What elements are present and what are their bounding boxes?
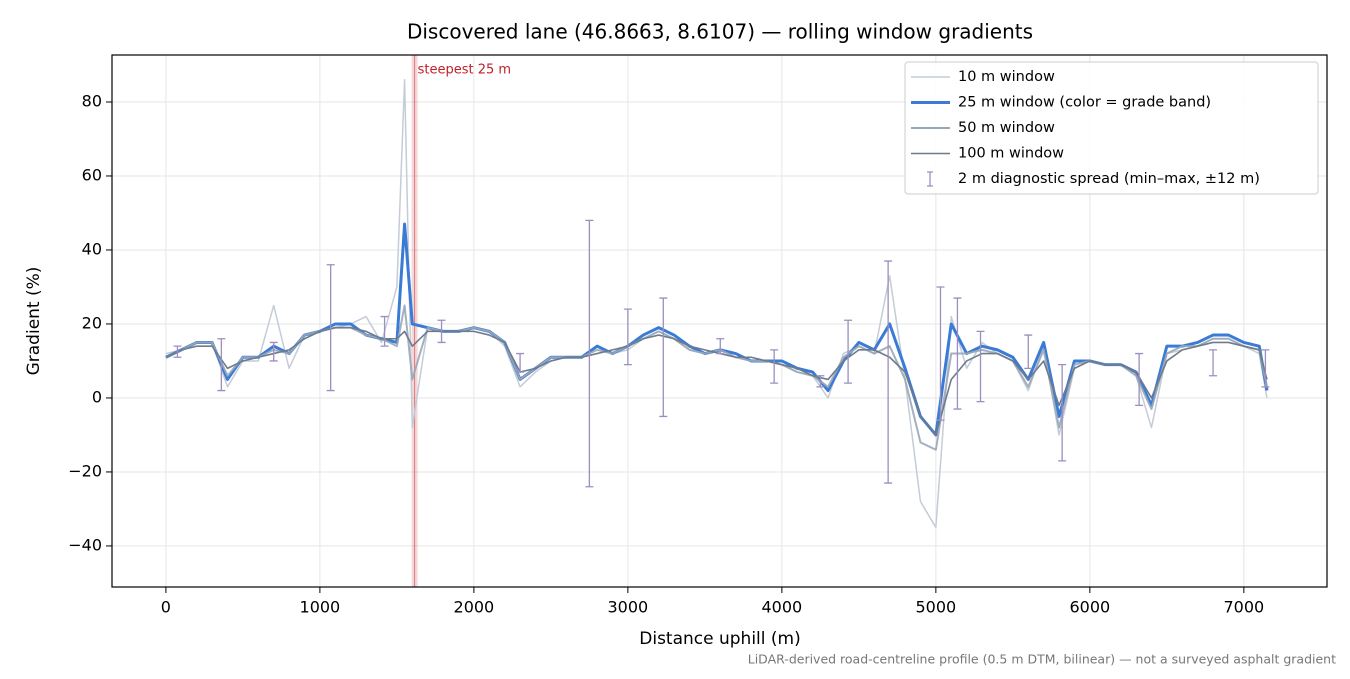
axes: 0 1000 2000 3000 4000 5000 6000 7000 −40 −20 0 20 40… (68, 91, 1264, 616)
plot-frame (111, 54, 1328, 588)
y-tick-label: 60 (82, 165, 102, 184)
error-bar (516, 352, 525, 373)
x-tick-label: 3000 (608, 598, 649, 617)
error-bar (1261, 349, 1270, 388)
error-bar (437, 319, 446, 344)
y-tick-label: −20 (68, 461, 102, 480)
error-bar (173, 345, 182, 358)
x-tick-label: 0 (161, 598, 171, 617)
y-tick-label: 0 (92, 387, 102, 406)
y-tick-label: −40 (68, 535, 102, 554)
error-bar (770, 349, 779, 384)
error-bar (326, 264, 335, 392)
error-bar (1024, 334, 1033, 370)
legend-label: 25 m window (color = grade band) (958, 95, 1211, 111)
error-bar (623, 308, 632, 366)
chart-title: Discovered lane (46.8663, 8.6107) — roll… (407, 20, 1033, 44)
error-bar (1135, 352, 1144, 406)
error-bar (816, 375, 825, 388)
error-bar (1058, 364, 1067, 462)
series-line (165, 326, 1268, 436)
x-axis-label: Distance uphill (m) (639, 629, 800, 649)
footnote: LiDAR-derived road-centreline profile (0… (748, 652, 1336, 667)
error-bar (659, 297, 668, 418)
error-bar (269, 341, 278, 362)
error-bar (884, 260, 893, 484)
error-bar (953, 297, 962, 410)
y-axis-label: Gradient (%) (24, 267, 44, 376)
x-tick-label: 5000 (915, 598, 956, 617)
annotation-label: steepest 25 m (418, 63, 511, 78)
legend-label: 2 m diagnostic spread (min–max, ±12 m) (958, 171, 1260, 187)
error-bar (380, 315, 389, 347)
legend-label: 10 m window (958, 69, 1055, 85)
error-bar (976, 330, 985, 403)
legend-label: 50 m window (958, 120, 1055, 136)
x-tick-label: 6000 (1069, 598, 1110, 617)
y-tick-label: 20 (82, 313, 102, 332)
x-tick-label: 1000 (300, 598, 341, 617)
y-tick-label: 40 (82, 239, 102, 258)
x-tick-label: 7000 (1223, 598, 1264, 617)
error-bar (844, 319, 853, 384)
error-bar (585, 219, 594, 488)
error-bar (936, 286, 945, 421)
plot-area (165, 55, 1270, 587)
legend-swatch (927, 171, 933, 187)
x-tick-label: 4000 (762, 598, 803, 617)
error-bar (1209, 349, 1218, 377)
legend-box (904, 61, 1319, 195)
legend-label: 100 m window (958, 146, 1064, 162)
error-bar (217, 338, 226, 392)
x-tick-label: 2000 (454, 598, 495, 617)
error-bar (716, 338, 725, 355)
y-tick-label: 80 (82, 91, 102, 110)
legend: 10 m window 25 m window (color = grade ba… (904, 61, 1319, 195)
